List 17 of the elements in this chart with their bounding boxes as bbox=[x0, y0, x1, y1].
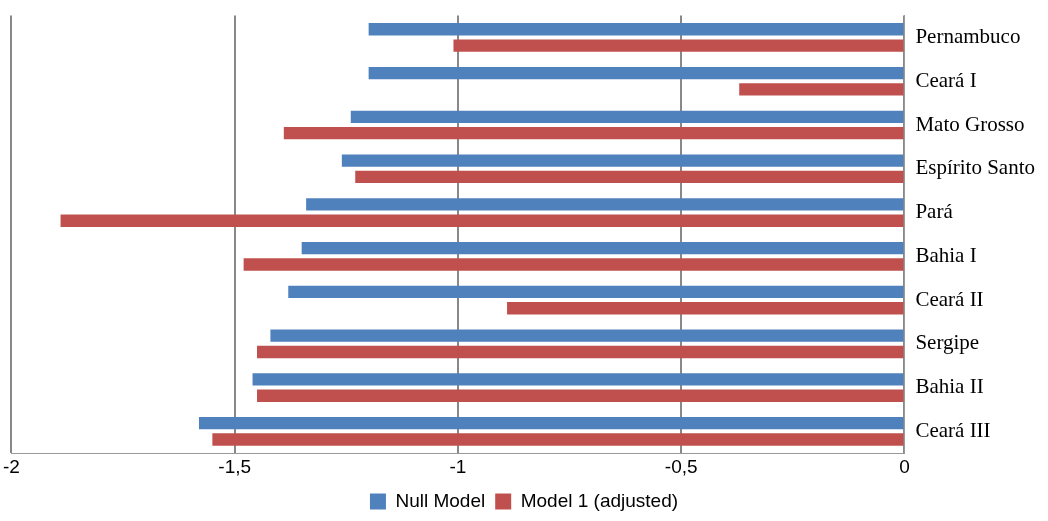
x-tick-label: -2 bbox=[2, 455, 20, 477]
x-tick-label: -0,5 bbox=[664, 455, 698, 477]
y-tick-label: Ceará I bbox=[915, 67, 977, 92]
y-tick-label: Pará bbox=[915, 199, 954, 224]
y-tick-label: Pernambuco bbox=[915, 24, 1021, 48]
y-tick-label: Ceará III bbox=[915, 417, 991, 442]
legend-label: Null Model bbox=[395, 489, 486, 511]
y-tick-label: Bahia II bbox=[915, 374, 984, 399]
y-tick-label: Sergipe bbox=[915, 330, 980, 355]
y-tick-label: Bahia I bbox=[915, 242, 977, 267]
y-tick-label: Ceará II bbox=[915, 286, 984, 311]
legend-label: Model 1 (adjusted) bbox=[520, 489, 679, 511]
x-tick-label: 0 bbox=[899, 455, 910, 477]
x-tick-label: -1 bbox=[449, 455, 467, 477]
x-tick-label: -1,5 bbox=[218, 455, 252, 477]
y-tick-label: Espírito Santo bbox=[915, 155, 1036, 180]
y-tick-label: Mato Grosso bbox=[915, 111, 1025, 136]
